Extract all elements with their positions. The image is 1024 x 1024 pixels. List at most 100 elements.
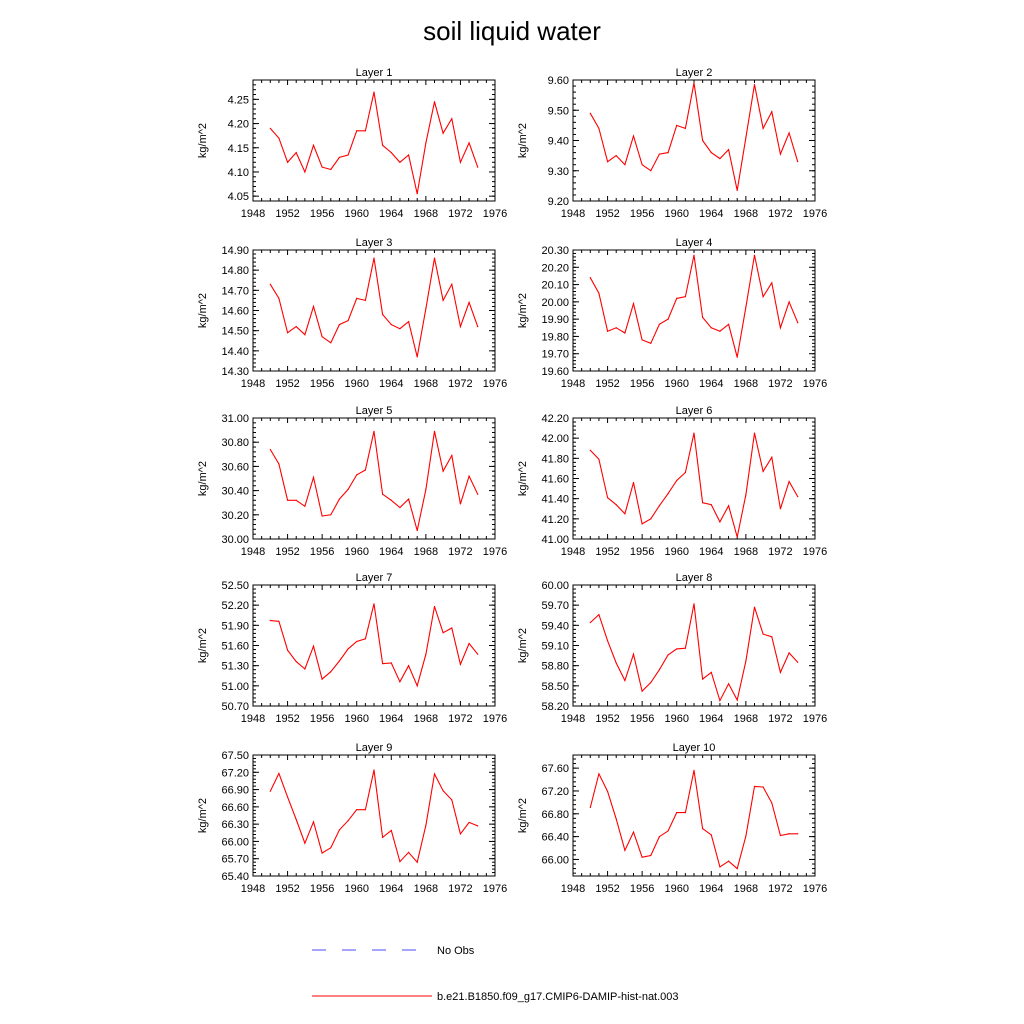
x-tick-label: 1952 (595, 713, 619, 725)
data-point (797, 161, 799, 163)
data-point (442, 299, 444, 302)
figure-title: soil liquid water (423, 16, 601, 46)
x-tick-label: 1960 (664, 546, 688, 558)
data-point (762, 786, 764, 788)
data-point (624, 513, 626, 515)
data-point (338, 660, 341, 662)
y-tick-label: 20.30 (541, 245, 569, 257)
x-tick-label: 1972 (448, 378, 472, 390)
data-point (658, 669, 661, 671)
series-line (269, 91, 479, 194)
x-tick-label: 1956 (630, 713, 654, 725)
y-tick-label: 67.50 (221, 750, 249, 762)
y-tick-label: 51.00 (221, 681, 249, 693)
y-tick-label: 14.50 (221, 326, 249, 338)
x-tick-label: 1972 (768, 208, 792, 220)
series-line (589, 82, 799, 191)
data-point (667, 152, 669, 154)
data-point (468, 642, 470, 645)
data-point (390, 829, 392, 832)
data-point (598, 292, 600, 294)
data-point (321, 678, 323, 680)
y-tick-label: 66.90 (221, 785, 249, 797)
data-point (624, 849, 626, 851)
data-point (295, 326, 297, 328)
y-tick-label: 19.80 (541, 331, 569, 343)
data-point (797, 661, 799, 663)
data-point (390, 662, 392, 664)
data-point (762, 633, 764, 635)
x-tick-label: 1948 (561, 713, 585, 725)
y-axis-label: kg/m^2 (197, 798, 209, 833)
data-point (710, 834, 712, 836)
data-point (779, 327, 782, 329)
data-point (416, 356, 418, 358)
x-tick-label: 1952 (275, 378, 299, 390)
data-point (330, 342, 332, 344)
data-point (477, 653, 479, 655)
x-tick-label: 1972 (768, 883, 792, 895)
x-tick-label: 1968 (414, 208, 438, 220)
data-point (684, 296, 686, 298)
plot-frame (252, 249, 496, 372)
data-point (624, 332, 626, 334)
y-tick-label: 58.20 (541, 701, 569, 713)
x-tick-label: 1976 (803, 378, 827, 390)
y-tick-label: 51.60 (221, 641, 249, 653)
x-tick-label: 1972 (448, 713, 472, 725)
data-point (442, 632, 444, 634)
data-point (295, 152, 297, 154)
data-point (736, 536, 738, 538)
x-tick-label: 1948 (561, 883, 585, 895)
data-point (304, 842, 306, 844)
data-point (650, 681, 652, 684)
data-point (286, 499, 289, 501)
data-point (615, 504, 617, 506)
panels: Layer 1 1948 1952 1956 1960 1964 1968 1972 1976 4… (197, 67, 827, 895)
data-point (442, 790, 444, 792)
data-point (312, 144, 315, 146)
data-point (278, 772, 280, 775)
panel-title: Layer 4 (676, 237, 713, 249)
data-point (727, 860, 730, 862)
data-point (433, 605, 436, 608)
data-point (269, 790, 271, 792)
data-point (373, 769, 375, 771)
data-point (356, 297, 358, 299)
series-line (589, 432, 799, 538)
x-tick-label: 1972 (448, 883, 472, 895)
x-tick-label: 1972 (448, 208, 472, 220)
data-point (390, 152, 392, 154)
data-point (407, 851, 410, 853)
data-point (295, 499, 297, 501)
data-point (269, 448, 271, 451)
data-point (312, 645, 315, 647)
data-point (632, 653, 635, 655)
data-point (278, 463, 280, 465)
data-point (745, 835, 747, 837)
x-tick-label: 1960 (664, 713, 688, 725)
chart-panel: Layer 2 1948 1952 1956 1960 1964 1968 1972 1976 9… (517, 67, 827, 220)
data-point (771, 802, 773, 804)
data-point (702, 316, 704, 319)
data-point (312, 305, 315, 308)
y-tick-label: 30.40 (221, 486, 249, 498)
legend: No Obs b.e21.B1850.f09_g17.CMIP6-DAMIP-hi… (312, 945, 679, 1003)
data-point (736, 699, 738, 701)
data-point (286, 796, 289, 798)
data-point (373, 91, 375, 93)
panel-title: Layer 7 (356, 572, 393, 584)
data-point (615, 327, 617, 329)
data-point (338, 829, 341, 831)
data-point (641, 690, 643, 692)
legend-label: b.e21.B1850.f09_g17.CMIP6-DAMIP-hist-nat… (437, 991, 679, 1003)
y-tick-label: 58.50 (541, 681, 569, 693)
x-tick-label: 1964 (699, 883, 723, 895)
y-tick-label: 51.30 (221, 661, 249, 673)
data-point (710, 152, 712, 154)
data-point (338, 156, 341, 159)
y-axis-label: kg/m^2 (197, 628, 209, 663)
x-tick-label: 1948 (561, 546, 585, 558)
y-axis-label: kg/m^2 (517, 123, 529, 158)
x-tick-label: 1968 (734, 546, 758, 558)
